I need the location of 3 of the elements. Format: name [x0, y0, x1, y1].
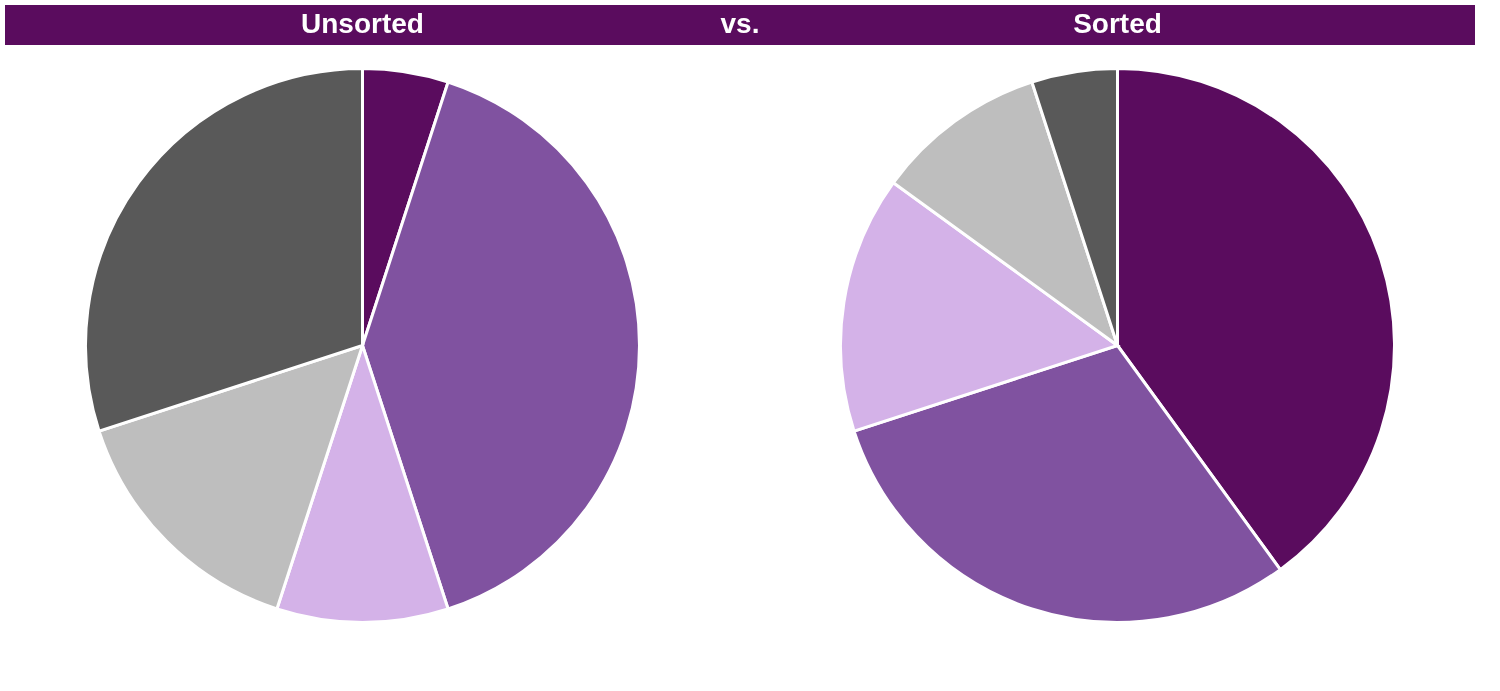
chart-title: Sorted: [1073, 8, 1162, 39]
text: vs.: [720, 8, 760, 39]
chart-title: Unsorted: [301, 8, 424, 39]
